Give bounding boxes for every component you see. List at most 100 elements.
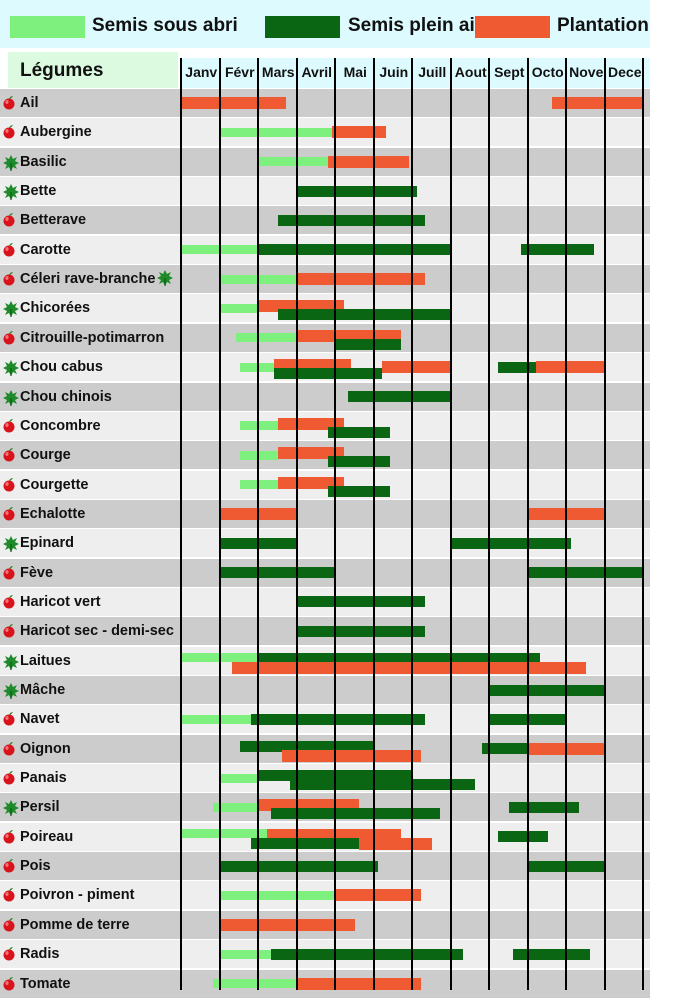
apple-icon xyxy=(2,124,16,139)
month-label-avril: Avril xyxy=(301,64,333,80)
apple-icon xyxy=(2,418,16,433)
month-gridline xyxy=(372,58,375,990)
bar-sous-abri-carotte xyxy=(182,245,259,255)
bar-sous-abri-celeri-rave-branche xyxy=(220,274,298,284)
apple-icon xyxy=(2,330,16,345)
row-label-celeri-rave-branche: Céleri rave-branche xyxy=(20,271,156,288)
bar-plantation-poivron-piment xyxy=(336,889,421,902)
bar-plein-air-feve xyxy=(528,567,644,579)
bar-plein-air-panais xyxy=(289,779,475,791)
bar-plantation-laitues xyxy=(232,661,587,674)
month-gridline xyxy=(449,58,452,990)
bar-plantation-chou-cabus xyxy=(536,361,606,374)
bar-plein-air-betterave xyxy=(278,214,425,226)
row-label-oignon: Oignon xyxy=(20,740,71,757)
apple-icon xyxy=(2,242,16,257)
bar-sous-abri-panais xyxy=(220,773,259,783)
apple-icon xyxy=(2,770,16,785)
planting-calendar-chart: Semis sous abri Semis plein air Plantati… xyxy=(0,0,650,998)
month-gridline xyxy=(334,58,336,990)
bar-plantation-tomate xyxy=(297,977,421,990)
bar-plein-air-haricot-sec-demi-sec xyxy=(297,625,425,637)
apple-icon xyxy=(2,506,16,521)
month-label-octo: Octo xyxy=(531,64,564,80)
bar-plantation-echalotte xyxy=(220,507,298,520)
legend-swatch-sous-abri xyxy=(10,16,85,38)
leaf-icon xyxy=(2,154,20,172)
row-label-basilic: Basilic xyxy=(20,153,67,170)
bar-sous-abri-courge xyxy=(239,450,279,460)
row-label-haricot-sec-demi-sec: Haricot sec - demi-sec xyxy=(20,623,174,640)
apple-icon xyxy=(2,946,16,961)
bar-plantation-chou-cabus xyxy=(382,361,452,374)
row-label-pomme-de-terre: Pomme de terre xyxy=(20,916,130,933)
bar-sous-abri-persil xyxy=(212,802,259,812)
month-label-dece: Dece xyxy=(608,64,642,80)
month-label-juill: Juill xyxy=(418,64,447,80)
bar-plantation-aubergine xyxy=(332,126,387,139)
month-gridline xyxy=(488,58,490,990)
apple-icon xyxy=(2,447,16,462)
leaf-icon xyxy=(2,389,20,407)
apple-icon xyxy=(2,477,16,492)
bar-plein-air-chou-cabus xyxy=(497,361,537,373)
bar-sous-abri-aubergine xyxy=(220,127,333,137)
bar-plantation-pomme-de-terre xyxy=(220,918,356,931)
row-label-betterave: Betterave xyxy=(20,212,87,229)
apple-icon xyxy=(2,829,16,844)
bar-plantation-concombre xyxy=(278,417,344,430)
vegetable-column-header: Légumes xyxy=(8,52,178,88)
row-label-pois: Pois xyxy=(20,858,51,875)
bar-sous-abri-laitues xyxy=(182,652,259,662)
bar-plantation-poireau xyxy=(359,837,433,850)
leaf-icon xyxy=(2,535,20,553)
bar-plein-air-haricot-vert xyxy=(297,596,425,608)
month-label-mai: Mai xyxy=(343,64,367,80)
vegetable-column-title: Légumes xyxy=(20,60,104,81)
apple-icon xyxy=(2,741,16,756)
row-label-panais: Panais xyxy=(20,770,67,787)
bar-plein-air-concombre xyxy=(328,426,390,438)
bar-sous-abri-citrouille-potimarron xyxy=(235,333,298,343)
bar-sous-abri-poivron-piment xyxy=(220,890,336,900)
bar-sous-abri-radis xyxy=(220,949,271,959)
bar-plein-air-persil xyxy=(270,808,440,820)
bar-plein-air-radis xyxy=(513,948,591,960)
bar-plein-air-epinard xyxy=(451,537,571,549)
bar-plein-air-pois xyxy=(220,860,379,872)
month-label-janv: Janv xyxy=(185,64,218,80)
bar-plein-air-radis xyxy=(270,948,464,960)
apple-icon xyxy=(2,271,16,286)
leaf-icon xyxy=(2,653,20,671)
row-label-courge: Courge xyxy=(20,447,71,464)
row-label-chicorees: Chicorées xyxy=(20,300,91,317)
row-label-persil: Persil xyxy=(20,799,60,816)
bar-plein-air-oignon xyxy=(239,740,375,752)
bar-plantation-courgette xyxy=(278,476,344,489)
leaf-icon xyxy=(2,682,20,700)
row-background-ail xyxy=(0,89,650,117)
bar-sous-abri-courgette xyxy=(239,480,279,490)
bar-plantation-ail xyxy=(182,97,286,109)
bar-plein-air-oignon xyxy=(482,743,529,755)
bar-plantation-courge xyxy=(278,447,344,460)
month-gridline xyxy=(180,58,182,990)
month-gridline xyxy=(295,58,298,990)
legend-label-plein-air: Semis plein air xyxy=(348,15,483,36)
row-label-tomate: Tomate xyxy=(20,975,71,992)
leaf-icon xyxy=(2,799,20,817)
leaf-icon xyxy=(2,183,20,201)
row-label-bette: Bette xyxy=(20,183,57,200)
apple-icon xyxy=(2,858,16,873)
row-label-carotte: Carotte xyxy=(20,241,71,258)
row-background-chou-chinois xyxy=(0,382,650,411)
legend-label-plantation: Plantation xyxy=(557,15,649,36)
bar-plein-air-courgette xyxy=(328,485,390,497)
month-label-aout: Aout xyxy=(454,64,487,80)
bar-plein-air-chou-cabus xyxy=(274,368,383,380)
row-label-epinard: Epinard xyxy=(20,535,74,552)
bar-plein-air-feve xyxy=(220,567,336,579)
row-label-laitues: Laitues xyxy=(20,652,71,669)
month-gridline xyxy=(642,58,644,990)
bar-plein-air-epinard xyxy=(220,537,298,549)
